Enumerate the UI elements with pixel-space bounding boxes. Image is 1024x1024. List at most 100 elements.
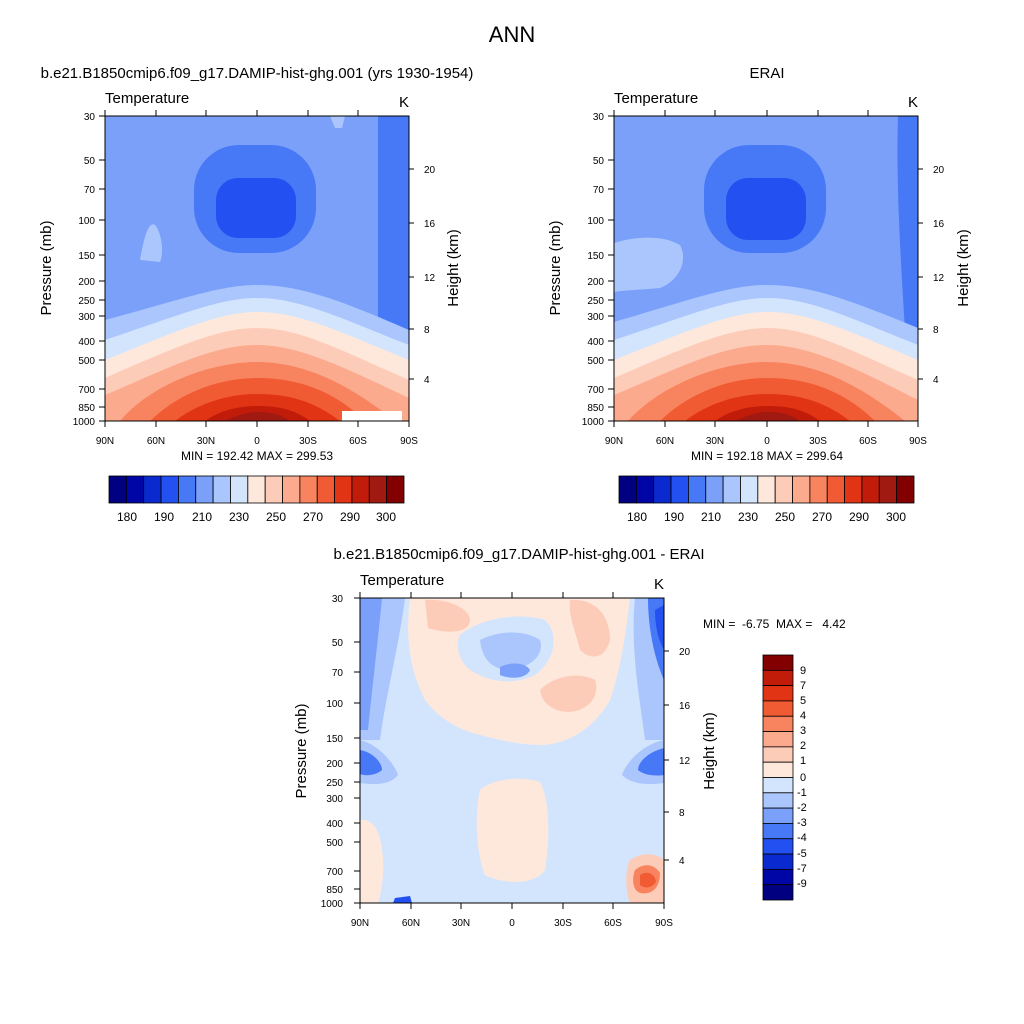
svg-text:-7: -7 <box>797 863 807 875</box>
svg-text:30: 30 <box>84 112 96 123</box>
svg-text:30: 30 <box>593 112 605 123</box>
svg-text:-1: -1 <box>797 787 807 799</box>
svg-text:50: 50 <box>593 156 605 167</box>
svg-text:20: 20 <box>933 165 945 176</box>
colorbar-swatch <box>178 475 197 504</box>
svg-text:12: 12 <box>933 273 945 284</box>
svg-text:70: 70 <box>84 185 96 196</box>
svg-text:250: 250 <box>587 296 604 307</box>
colorbar-swatch <box>861 475 880 504</box>
svg-text:30S: 30S <box>554 918 572 929</box>
svg-text:16: 16 <box>424 219 436 230</box>
colorbar-swatch <box>688 475 707 504</box>
svg-text:200: 200 <box>326 759 343 770</box>
temperature-field <box>614 116 918 421</box>
svg-text:850: 850 <box>78 403 95 414</box>
svg-text:60N: 60N <box>656 436 674 447</box>
svg-text:30N: 30N <box>706 436 724 447</box>
colorbar-swatch <box>351 475 370 504</box>
y-axis-left: 30 50 70 100 150 200 250 300 400 500 700… <box>73 112 96 428</box>
svg-text:30S: 30S <box>299 436 317 447</box>
colorbar-swatch <box>125 475 145 504</box>
colorbar-swatch <box>635 475 655 504</box>
svg-text:-4: -4 <box>797 832 807 844</box>
svg-text:3: 3 <box>800 725 806 737</box>
x-axis: 90N 60N 30N 0 30S 60S 90S <box>351 918 673 929</box>
svg-text:8: 8 <box>424 325 430 336</box>
colorbar-swatch <box>757 475 776 504</box>
svg-text:150: 150 <box>78 251 95 262</box>
panel-left-label: Temperature <box>614 90 698 107</box>
colorbar-swatch <box>774 475 793 504</box>
colorbar-swatch <box>264 475 283 504</box>
svg-text:-9: -9 <box>797 878 807 890</box>
colorbar <box>762 654 794 901</box>
svg-text:300: 300 <box>326 794 343 805</box>
colorbar-swatch <box>108 475 127 504</box>
colorbar-swatch <box>762 654 794 671</box>
panel-units-label: K <box>908 94 918 111</box>
svg-text:850: 850 <box>326 885 343 896</box>
svg-text:150: 150 <box>326 734 343 745</box>
colorbar-swatch <box>878 475 898 504</box>
colorbar-swatch <box>762 669 794 687</box>
svg-text:60N: 60N <box>147 436 165 447</box>
colorbar-swatch <box>653 475 672 504</box>
svg-text:0: 0 <box>800 772 806 784</box>
min-max-label: MIN = 192.42 MAX = 299.53 <box>181 449 333 463</box>
y-axis-right-label: Height (km) <box>701 712 718 790</box>
svg-text:-2: -2 <box>797 802 807 814</box>
colorbar-swatch <box>282 475 301 504</box>
svg-text:4: 4 <box>679 856 685 867</box>
svg-text:500: 500 <box>326 838 343 849</box>
svg-text:90S: 90S <box>655 918 673 929</box>
svg-text:100: 100 <box>326 699 343 710</box>
y-axis-left: 30 50 70 100 150 200 250 300 400 500 700… <box>321 594 344 910</box>
colorbar-swatch <box>762 884 794 901</box>
svg-text:30: 30 <box>332 594 344 605</box>
svg-text:0: 0 <box>509 918 515 929</box>
svg-text:16: 16 <box>679 701 691 712</box>
svg-text:190: 190 <box>154 510 174 524</box>
svg-text:290: 290 <box>340 510 360 524</box>
colorbar-swatch <box>740 475 759 504</box>
figure-title: ANN <box>489 22 535 47</box>
svg-text:230: 230 <box>738 510 758 524</box>
min-max-label: MIN = 192.18 MAX = 299.64 <box>691 449 843 463</box>
colorbar-swatch <box>762 868 794 886</box>
svg-text:180: 180 <box>627 510 647 524</box>
svg-text:4: 4 <box>800 710 806 722</box>
svg-text:1000: 1000 <box>582 417 605 428</box>
svg-text:400: 400 <box>587 337 604 348</box>
svg-text:7: 7 <box>800 680 806 692</box>
y-axis-label: Pressure (mb) <box>38 220 55 315</box>
colorbar-swatch <box>762 685 794 702</box>
svg-text:400: 400 <box>326 819 343 830</box>
colorbar-swatch <box>316 475 335 504</box>
colorbar-swatch <box>212 475 231 504</box>
svg-text:20: 20 <box>679 647 691 658</box>
svg-text:1: 1 <box>800 755 806 767</box>
panel-title: b.e21.B1850cmip6.f09_g17.DAMIP-hist-ghg.… <box>333 546 704 563</box>
svg-text:300: 300 <box>376 510 396 524</box>
svg-text:180: 180 <box>117 510 137 524</box>
svg-text:250: 250 <box>775 510 795 524</box>
svg-text:250: 250 <box>326 778 343 789</box>
x-axis: 90N 60N 30N 0 30S 60S 90S <box>96 436 418 447</box>
svg-text:90S: 90S <box>909 436 927 447</box>
y-axis-left: 30 50 70 100 150 200 250 300 400 500 700… <box>582 112 605 428</box>
colorbar-swatch <box>762 853 794 870</box>
svg-text:60N: 60N <box>402 918 420 929</box>
colorbar-swatch <box>809 475 828 504</box>
svg-text:9: 9 <box>800 665 806 677</box>
svg-text:200: 200 <box>587 277 604 288</box>
svg-text:290: 290 <box>849 510 869 524</box>
colorbar-swatch <box>160 475 179 504</box>
colorbar-swatch <box>722 475 741 504</box>
colorbar-swatch <box>230 475 249 504</box>
panel-title: b.e21.B1850cmip6.f09_g17.DAMIP-hist-ghg.… <box>41 65 474 82</box>
svg-text:1000: 1000 <box>73 417 96 428</box>
svg-text:700: 700 <box>78 385 95 396</box>
svg-text:4: 4 <box>424 375 430 386</box>
temperature-field <box>105 116 409 421</box>
